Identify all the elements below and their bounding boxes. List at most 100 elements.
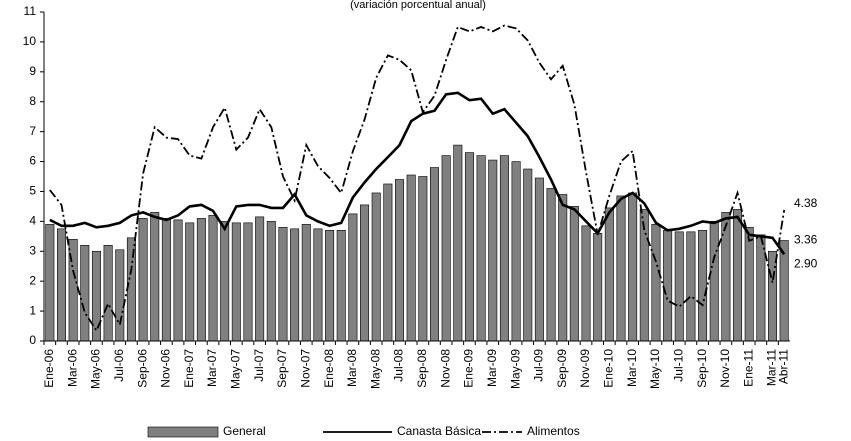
x-tick-label: Jul-07 xyxy=(252,349,266,382)
legend-label: Canasta Básica xyxy=(397,424,481,438)
bar xyxy=(290,228,300,342)
bar xyxy=(581,225,591,342)
x-tick-label: Mar-11 xyxy=(765,349,779,386)
bar xyxy=(103,244,113,342)
end-label: 4.38 xyxy=(794,196,818,210)
bar xyxy=(744,227,754,342)
end-label: 2.90 xyxy=(794,256,818,270)
x-tick-label: May-06 xyxy=(89,349,103,389)
x-tick-label: Mar-08 xyxy=(345,349,359,387)
y-tick-label: 4 xyxy=(29,214,36,228)
legend-swatch xyxy=(147,426,219,438)
bar xyxy=(243,222,253,342)
bar xyxy=(185,222,195,342)
bar xyxy=(80,244,90,342)
y-tick-label: 7 xyxy=(29,124,36,138)
y-tick-label: 6 xyxy=(29,154,36,168)
bar xyxy=(336,230,346,342)
bar xyxy=(173,219,183,342)
bar xyxy=(628,192,638,342)
x-tick-label: May-10 xyxy=(648,349,662,389)
bar xyxy=(56,228,66,342)
bar xyxy=(360,204,370,342)
bar xyxy=(91,250,101,342)
bar xyxy=(301,224,311,342)
x-tick-label: Ene-09 xyxy=(462,349,476,388)
bar xyxy=(255,216,265,342)
bar xyxy=(348,213,358,342)
bar xyxy=(779,240,789,342)
x-tick-label: May-07 xyxy=(229,349,243,389)
y-tick-label: 8 xyxy=(29,94,36,108)
x-tick-label: Nov-09 xyxy=(578,349,592,388)
bar xyxy=(698,230,708,342)
bar xyxy=(45,224,55,342)
bar xyxy=(499,155,509,342)
bar xyxy=(406,174,416,342)
y-tick-label: 5 xyxy=(29,184,36,198)
end-label: 3.36 xyxy=(794,233,818,247)
bar xyxy=(115,249,125,342)
bar xyxy=(616,195,626,342)
legend-label: General xyxy=(223,424,266,438)
bar xyxy=(709,221,719,342)
bar xyxy=(756,234,766,342)
x-tick-label: Sep-09 xyxy=(555,349,569,388)
bar xyxy=(604,207,614,342)
x-tick-label: Mar-07 xyxy=(205,349,219,387)
x-tick-label: Nov-10 xyxy=(718,349,732,388)
x-tick-label: Nov-07 xyxy=(298,349,312,388)
x-tick-label: Ene-10 xyxy=(602,349,616,388)
bar xyxy=(278,227,288,342)
bar xyxy=(371,192,381,342)
bar xyxy=(196,218,206,342)
bar xyxy=(138,218,148,342)
bar xyxy=(220,221,230,342)
x-tick-label: Nov-08 xyxy=(438,349,452,388)
y-tick-label: 10 xyxy=(23,34,37,48)
y-tick-label: 2 xyxy=(29,273,36,287)
chart-subtitle: (variación porcentual anual) xyxy=(350,0,486,11)
y-tick-label: 0 xyxy=(29,333,36,347)
bar xyxy=(593,233,603,342)
y-tick-label: 9 xyxy=(29,64,36,78)
x-tick-label: Ene-06 xyxy=(42,349,56,388)
bar xyxy=(558,194,568,342)
bar xyxy=(674,231,684,342)
bar xyxy=(441,155,451,342)
y-tick-label: 1 xyxy=(29,303,36,317)
x-tick-label: Sep-06 xyxy=(135,349,149,388)
bar xyxy=(686,231,696,342)
bar xyxy=(569,206,579,342)
bar xyxy=(126,237,136,342)
bar xyxy=(733,209,743,342)
bar xyxy=(161,218,171,342)
bar xyxy=(464,152,474,342)
bar xyxy=(325,230,335,342)
bar xyxy=(208,215,218,342)
bar xyxy=(383,183,393,342)
x-tick-label: Jul-09 xyxy=(532,349,546,382)
x-tick-label: Abr-11 xyxy=(776,349,790,384)
x-tick-label: Jul-10 xyxy=(671,349,685,382)
line xyxy=(49,91,786,256)
x-tick-label: May-08 xyxy=(368,349,382,389)
bar xyxy=(231,222,241,342)
bar xyxy=(523,168,533,342)
x-tick-label: Ene-11 xyxy=(741,349,755,387)
bar xyxy=(418,176,428,342)
bar xyxy=(768,250,778,342)
x-tick-label: Sep-10 xyxy=(695,349,709,388)
bar xyxy=(476,155,486,342)
bar xyxy=(453,144,463,342)
x-tick-label: Jul-08 xyxy=(392,349,406,382)
x-tick-label: May-09 xyxy=(508,349,522,389)
x-tick-label: Sep-08 xyxy=(415,349,429,388)
x-tick-label: Mar-06 xyxy=(65,349,79,387)
x-tick-label: Ene-07 xyxy=(182,349,196,388)
bar xyxy=(313,228,323,342)
y-tick-label: 3 xyxy=(29,243,36,257)
legend-label: Alimentos xyxy=(527,424,580,438)
bar xyxy=(534,177,544,342)
bar xyxy=(511,161,521,342)
